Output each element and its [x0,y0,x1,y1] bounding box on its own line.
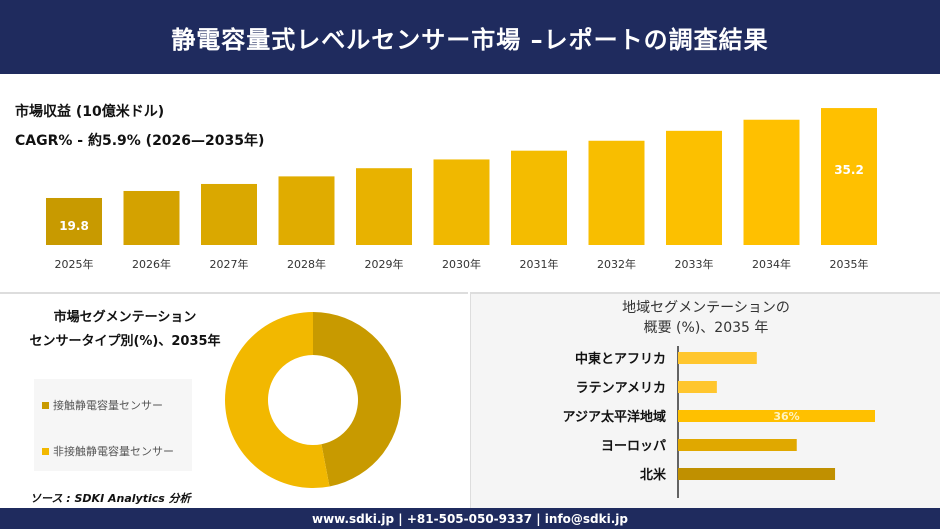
source-note: ソース : SDKI Analytics 分析 [30,492,191,505]
revenue-bar [743,119,800,245]
revenue-title: 市場収益 (10億米ドル) [15,104,165,120]
region-label: アジア太平洋地域 [563,409,666,425]
region-value-label: 36% [773,410,799,423]
region-title-2: 概要 (%)、2035 年 [643,320,769,336]
segment-title-1: 市場セグメンテーション [53,310,197,325]
segment-title-2: センサータイプ別(%)、2035年 [29,334,221,349]
year-label: 2029年 [365,257,404,271]
region-label: 中東とアフリカ [575,351,666,367]
legend-swatch [42,401,49,409]
region-label: ヨーロッパ [601,439,666,454]
revenue-bar [821,108,877,245]
donut-slice [313,312,402,487]
region-bar [678,410,875,422]
cagr-text: CAGR% - 約5.9% (2026—2035年) [15,133,265,149]
year-label: 2031年 [520,257,559,271]
donut-legend: 接触静電容量センサー 非接触静電容量センサー [34,379,192,471]
header-title: 静電容量式レベルセンサー市場 –レポートの調査結果 [0,0,940,74]
revenue-bar [433,159,490,245]
year-label: 2033年 [675,257,714,271]
region-panel: 地域セグメンテーションの 概要 (%)、2035 年 中東とアフリカ ラテンアメリ… [470,292,940,508]
legend-swatch [42,447,49,455]
region-title-1: 地域セグメンテーションの [622,300,790,316]
region-bar [678,439,797,451]
donut-slice [225,312,330,488]
year-label: 2025年 [55,257,94,271]
revenue-bar [511,150,567,245]
bar-value-label: 35.2 [834,163,864,177]
year-label: 2034年 [752,257,791,271]
revenue-bar [46,197,102,245]
region-bar [678,381,717,393]
revenue-bar [201,183,257,245]
revenue-bar [278,176,335,245]
year-label: 2027年 [210,257,249,271]
region-label: 北米 [640,467,667,483]
legend-label: 接触静電容量センサー [53,399,163,412]
year-label: 2028年 [287,257,326,271]
region-title: 地域セグメンテーションの 概要 (%)、2035 年 [471,298,940,338]
revenue-bar [588,140,645,245]
legend-label: 非接触静電容量センサー [53,445,174,458]
year-label: 2035年 [830,257,869,271]
year-label: 2030年 [442,257,481,271]
legend-item: 非接触静電容量センサー [42,443,174,459]
region-label: ラテンアメリカ [576,381,666,396]
year-label: 2032年 [597,257,636,271]
revenue-bar [356,168,412,245]
legend-item: 接触静電容量センサー [42,397,163,413]
sensor-type-donut [225,312,402,488]
revenue-bar [123,190,180,245]
revenue-bar [666,130,722,245]
revenue-bar-chart: 2025年 19.8 2026年 2027年 2028年 2029年 2030年 2031年 2… [46,108,877,271]
year-label: 2026年 [132,257,171,271]
footer-contact: www.sdki.jp | +81-505-050-9337 | info@sd… [0,508,940,529]
segment-panel: 市場セグメンテーション センサータイプ別(%)、2035年 接触静電容量センサー… [0,292,468,508]
region-bar [678,352,757,364]
region-bar [678,468,836,480]
bar-value-label: 19.8 [59,219,89,233]
